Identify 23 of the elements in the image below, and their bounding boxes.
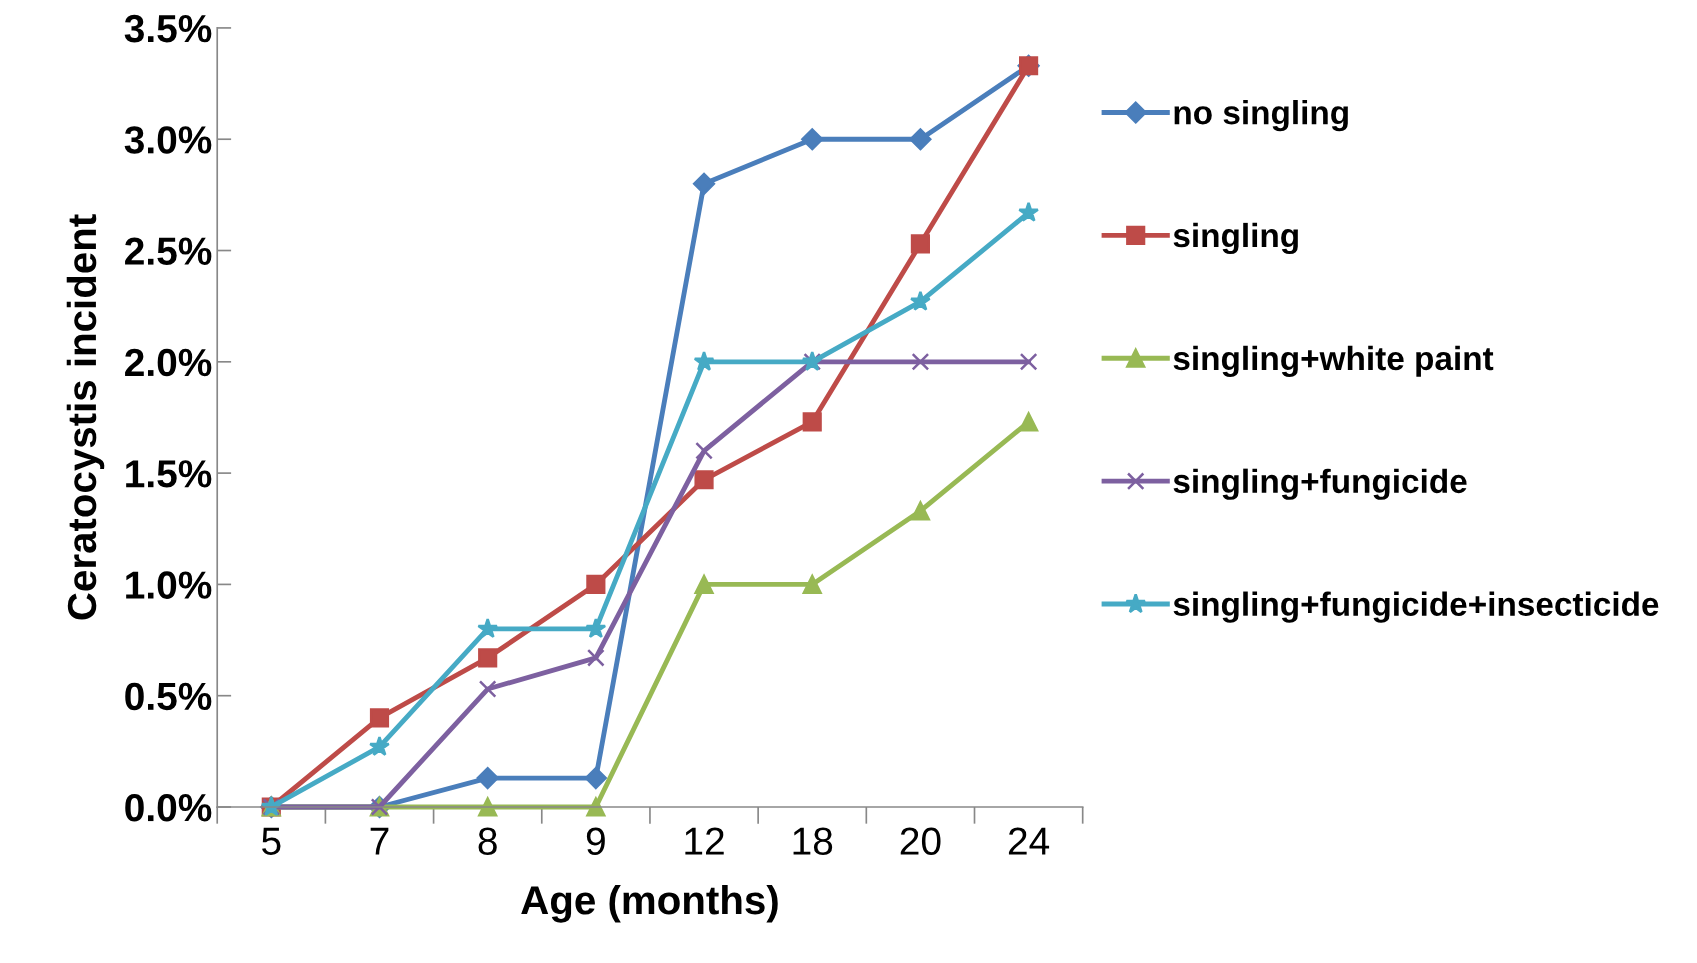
legend-label: singling+fungicide+insecticide: [1173, 591, 1659, 623]
y-tick-label: 2.0%: [125, 348, 212, 377]
y-tick-label: 3.0%: [124, 126, 212, 154]
x-tick-label: 12: [685, 827, 724, 855]
x-tick-label: 5: [262, 827, 281, 855]
y-axis-title: Ceratocystis incident: [66, 214, 105, 620]
y-tick-label: 0.5%: [125, 682, 212, 711]
x-tick-label: 8: [478, 827, 497, 855]
legend-label: singling: [1173, 222, 1298, 255]
y-tick-label: 2.5%: [125, 237, 212, 265]
y-tick-label: 3.5%: [124, 14, 212, 43]
legend-label: singling+white paint: [1173, 345, 1494, 377]
legend-label: singling+fungicide: [1173, 468, 1467, 500]
y-tick-label: 1.5%: [126, 460, 212, 488]
x-axis-title: Age (months): [521, 884, 778, 923]
x-tick-label: 24: [1008, 827, 1050, 855]
y-tick-label: 1.0%: [126, 571, 212, 599]
y-tick-label: 0.0%: [125, 793, 212, 822]
legend-label: no singling: [1174, 99, 1348, 132]
x-tick-label: 7: [370, 827, 389, 855]
x-tick-label: 20: [900, 827, 941, 855]
x-tick-label: 9: [586, 827, 605, 855]
x-tick-label: 18: [793, 827, 833, 855]
